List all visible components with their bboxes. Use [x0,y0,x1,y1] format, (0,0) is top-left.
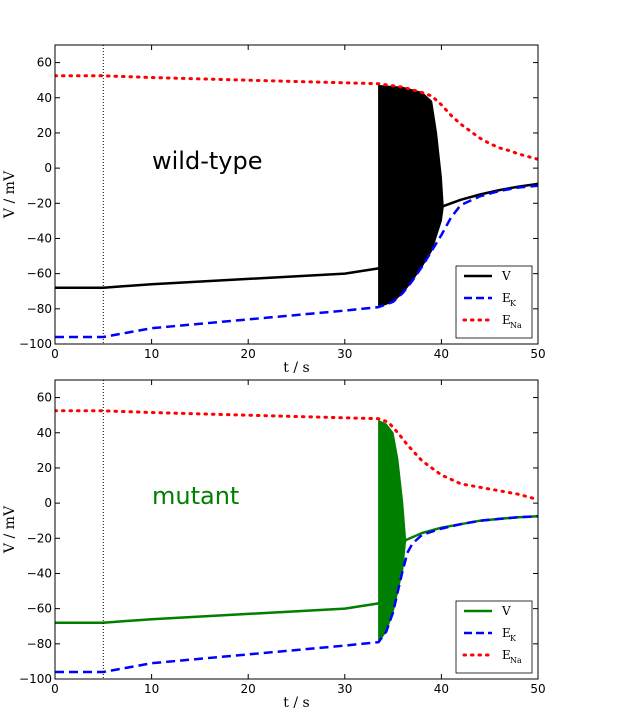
x-tick-label: 50 [530,347,545,361]
y-tick-label: 60 [37,56,52,70]
x-tick-label: 10 [144,682,159,696]
y-tick-label: −80 [27,637,52,651]
plot-data [55,409,538,674]
series-line-e-na [55,409,538,502]
y-tick-label: 20 [37,461,52,475]
burst-region [378,84,444,308]
x-tick-label: 0 [51,347,59,361]
y-tick-label: −20 [27,196,52,210]
y-tick-label: −80 [27,302,52,316]
legend-label: V [501,269,511,283]
panel-label: mutant [152,482,239,510]
legend-subscript: Na [510,656,522,665]
legend-label: E [502,313,511,327]
x-tick-label: 30 [337,347,352,361]
x-tick-label: 20 [241,682,256,696]
y-axis-label: V / mV [2,170,18,219]
y-tick-label: −60 [27,602,52,616]
x-tick-label: 40 [434,682,449,696]
x-tick-label: 30 [337,682,352,696]
y-tick-label: 40 [37,426,52,440]
legend: VE KE Na [455,265,533,339]
x-tick-label: 40 [434,347,449,361]
y-tick-label: 0 [44,161,52,175]
legend-label: E [502,626,511,640]
x-tick-label: 50 [530,682,545,696]
y-tick-label: −40 [27,566,52,580]
y-tick-label: −100 [19,672,52,686]
series-line-e-k [55,184,538,339]
wild-type-panel: 0 10 20 30 40 50 −100 −80 −60 −40 −20 0 20 40 60 t / s V… [2,44,546,376]
y-tick-label: 40 [37,91,52,105]
legend-subscript: K [510,299,517,308]
y-tick-label: 20 [37,126,52,140]
x-tick-label: 20 [241,347,256,361]
y-tick-label: 0 [44,496,52,510]
mutant-panel: 0 10 20 30 40 50 −100 −80 −60 −40 −20 0 20 40 60 t / s V… [2,379,546,709]
x-axis-label: t / s [283,695,309,709]
axes-frame [54,379,539,680]
x-tick-label: 10 [144,347,159,361]
panel-label: wild-type [152,147,262,175]
y-tick-label: −20 [27,531,52,545]
legend-subscript: K [510,634,517,643]
legend-subscript: Na [510,321,522,330]
burst-region [378,419,407,644]
x-axis-label: t / s [283,360,309,376]
legend-label: V [501,604,511,618]
y-axis-label: V / mV [2,505,18,554]
legend-box [455,265,533,339]
y-tick-label: −40 [27,231,52,245]
y-tick-label: −60 [27,267,52,281]
series-line-e-na [55,74,538,161]
y-tick-label: 60 [37,391,52,405]
legend-label: E [502,291,511,305]
legend: VE KE Na [455,600,533,674]
plot-data [55,74,538,339]
y-tick-label: −100 [19,337,52,351]
legend-box [455,600,533,674]
legend-label: E [502,648,511,662]
x-tick-label: 0 [51,682,59,696]
axes-frame [54,44,539,345]
